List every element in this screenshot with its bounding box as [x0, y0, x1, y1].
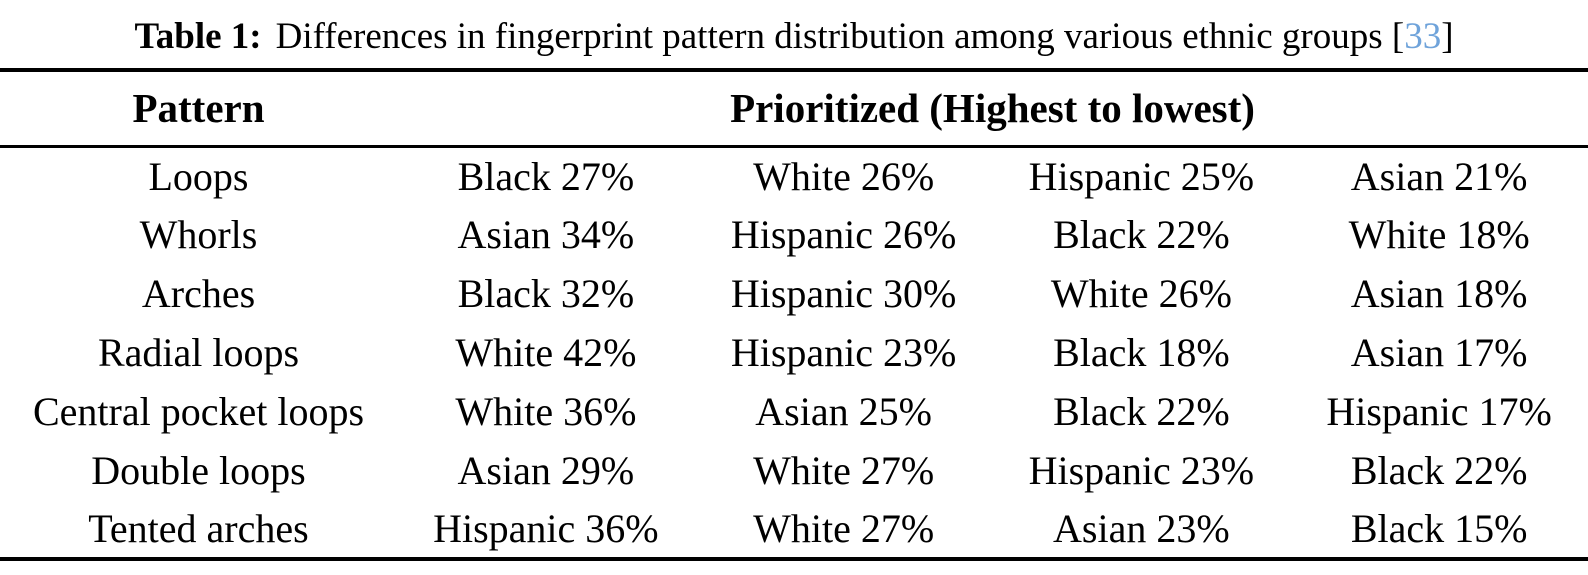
citation-bracket-close: ]: [1441, 15, 1454, 57]
rank-1-cell: Asian 34%: [457, 212, 635, 257]
table-row: Loops Black 27% White 26% Hispanic 25% A…: [0, 146, 1588, 205]
citation-bracket-open: [: [1391, 15, 1405, 57]
table-row: Double loops Asian 29% White 27% Hispani…: [0, 441, 1588, 500]
rank-1-cell: Asian 29%: [457, 448, 635, 493]
table-caption: Table 1: Differences in fingerprint patte…: [0, 0, 1588, 68]
pattern-cell: Double loops: [91, 448, 306, 493]
fingerprint-distribution-table: Pattern Prioritized (Highest to lowest) …: [0, 68, 1588, 561]
rank-3-cell: Hispanic 23%: [1028, 448, 1255, 493]
pattern-cell: Central pocket loops: [32, 389, 365, 434]
pattern-cell: Whorls: [139, 212, 258, 257]
rank-3-cell: Black 18%: [1053, 330, 1230, 375]
pattern-cell: Radial loops: [97, 330, 300, 375]
rank-2-cell: White 26%: [753, 153, 935, 199]
rank-4-cell: White 18%: [1348, 212, 1530, 257]
rank-1-cell: Black 27%: [457, 153, 635, 199]
rank-1-cell: White 36%: [455, 389, 637, 434]
rank-4-cell: Asian 21%: [1350, 153, 1528, 199]
citation-link[interactable]: 33: [1404, 15, 1442, 57]
header-prioritized: Prioritized (Highest to lowest): [730, 85, 1255, 132]
rank-3-cell: Hispanic 25%: [1028, 153, 1255, 199]
rank-3-cell: Asian 23%: [1053, 506, 1230, 551]
table-row: Arches Black 32% Hispanic 30% White 26% …: [0, 264, 1588, 323]
rank-2-cell: White 27%: [753, 506, 935, 551]
rank-2-cell: Asian 25%: [755, 389, 932, 434]
rank-1-cell: Hispanic 36%: [433, 506, 659, 551]
table-row: Radial loops White 42% Hispanic 23% Blac…: [0, 323, 1588, 382]
rank-2-cell: White 27%: [753, 448, 935, 493]
rank-3-cell: Black 22%: [1053, 212, 1230, 257]
rank-3-cell: White 26%: [1050, 271, 1232, 316]
rank-2-cell: Hispanic 26%: [730, 212, 957, 257]
caption-space: [1383, 15, 1392, 58]
pattern-cell: Arches: [141, 271, 256, 316]
table-row: Tented arches Hispanic 36% White 27% Asi…: [0, 500, 1588, 559]
rank-4-cell: Black 15%: [1350, 506, 1528, 551]
rank-1-cell: White 42%: [455, 330, 637, 375]
table-caption-text: Differences in fingerprint pattern distr…: [275, 15, 1383, 57]
rank-1-cell: Black 32%: [457, 271, 635, 316]
rank-4-cell: Hispanic 17%: [1326, 389, 1552, 434]
pattern-cell: Tented arches: [88, 506, 309, 551]
table-row: Whorls Asian 34% Hispanic 26% Black 22% …: [0, 205, 1588, 264]
table-caption-label: Table 1:: [134, 15, 262, 57]
rank-3-cell: Black 22%: [1053, 389, 1230, 434]
rank-2-cell: Hispanic 23%: [730, 330, 957, 375]
rank-4-cell: Asian 17%: [1350, 330, 1528, 375]
rank-4-cell: Asian 18%: [1350, 271, 1528, 316]
table-header-row: Pattern Prioritized (Highest to lowest): [0, 70, 1588, 146]
rank-4-cell: Black 22%: [1350, 448, 1528, 493]
rank-2-cell: Hispanic 30%: [730, 271, 957, 316]
pattern-cell: Loops: [148, 153, 249, 199]
header-pattern: Pattern: [132, 85, 265, 132]
table-row: Central pocket loops White 36% Asian 25%…: [0, 382, 1588, 441]
